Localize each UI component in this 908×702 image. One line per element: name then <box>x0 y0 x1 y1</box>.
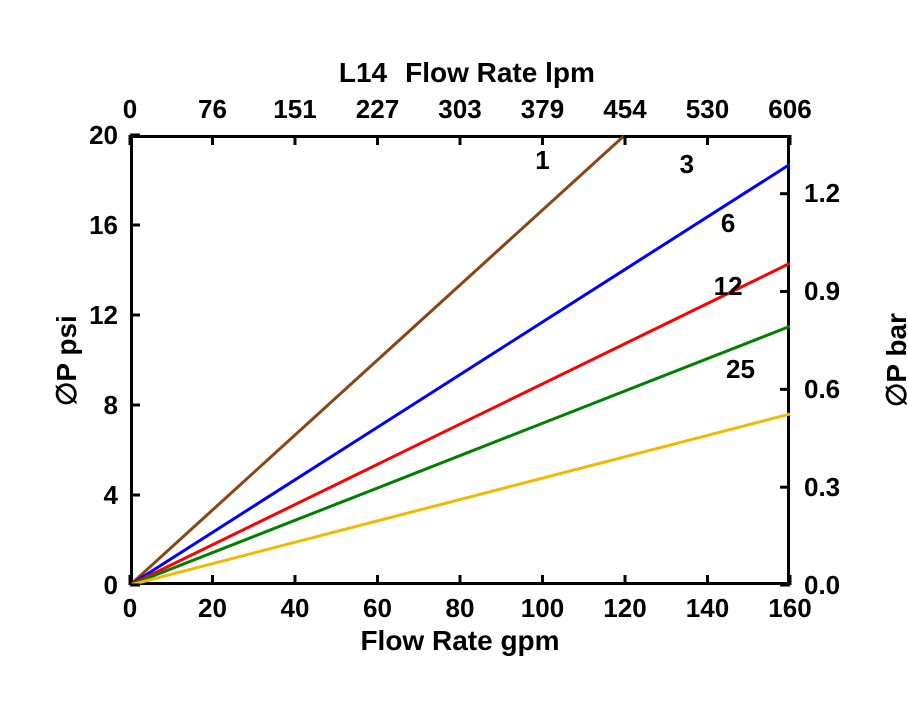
x-bottom-tick-label: 0 <box>123 593 137 624</box>
x-bottom-tick-label: 120 <box>603 593 646 624</box>
x-bottom-axis-title: Flow Rate gpm <box>360 625 559 657</box>
y-left-tick-label: 12 <box>89 300 118 331</box>
x-top-tick-label: 0 <box>123 94 137 125</box>
series-label-12: 12 <box>714 271 743 302</box>
series-25 <box>130 414 790 585</box>
y-left-tick-label: 20 <box>89 120 118 151</box>
y-right-tick-label: 0.6 <box>804 374 840 405</box>
x-top-tick-label: 76 <box>198 94 227 125</box>
series-label-3: 3 <box>680 149 694 180</box>
y-left-tick-label: 4 <box>104 480 118 511</box>
series-3 <box>130 164 790 585</box>
y-right-tick-label: 1.2 <box>804 178 840 209</box>
y-left-tick-label: 16 <box>89 210 118 241</box>
series-label-1: 1 <box>535 145 549 176</box>
y-left-tick-label: 8 <box>104 390 118 421</box>
y-left-tick-label: 0 <box>104 570 118 601</box>
x-top-tick-label: 606 <box>768 94 811 125</box>
series-12 <box>130 326 790 585</box>
x-bottom-tick-label: 140 <box>686 593 729 624</box>
x-top-tick-label: 530 <box>686 94 729 125</box>
y-right-tick-label: 0.0 <box>804 570 840 601</box>
model-label: L14 <box>339 57 387 89</box>
series-label-25: 25 <box>726 354 755 385</box>
x-top-tick-label: 151 <box>273 94 316 125</box>
x-top-axis-title: Flow Rate lpm <box>405 57 595 89</box>
series-label-6: 6 <box>721 208 735 239</box>
x-bottom-tick-label: 100 <box>521 593 564 624</box>
y-left-axis-title: ∅P psi <box>50 315 83 406</box>
x-top-tick-label: 303 <box>438 94 481 125</box>
series-6 <box>130 263 790 585</box>
x-bottom-tick-label: 80 <box>446 593 475 624</box>
x-bottom-tick-label: 40 <box>281 593 310 624</box>
y-right-axis-title: ∅P bar <box>880 313 908 407</box>
x-top-tick-label: 379 <box>521 94 564 125</box>
x-top-tick-label: 454 <box>603 94 646 125</box>
y-right-tick-label: 0.3 <box>804 472 840 503</box>
x-bottom-tick-label: 20 <box>198 593 227 624</box>
series-1 <box>130 135 625 585</box>
x-top-tick-label: 227 <box>356 94 399 125</box>
x-bottom-tick-label: 60 <box>363 593 392 624</box>
y-right-tick-label: 0.9 <box>804 276 840 307</box>
